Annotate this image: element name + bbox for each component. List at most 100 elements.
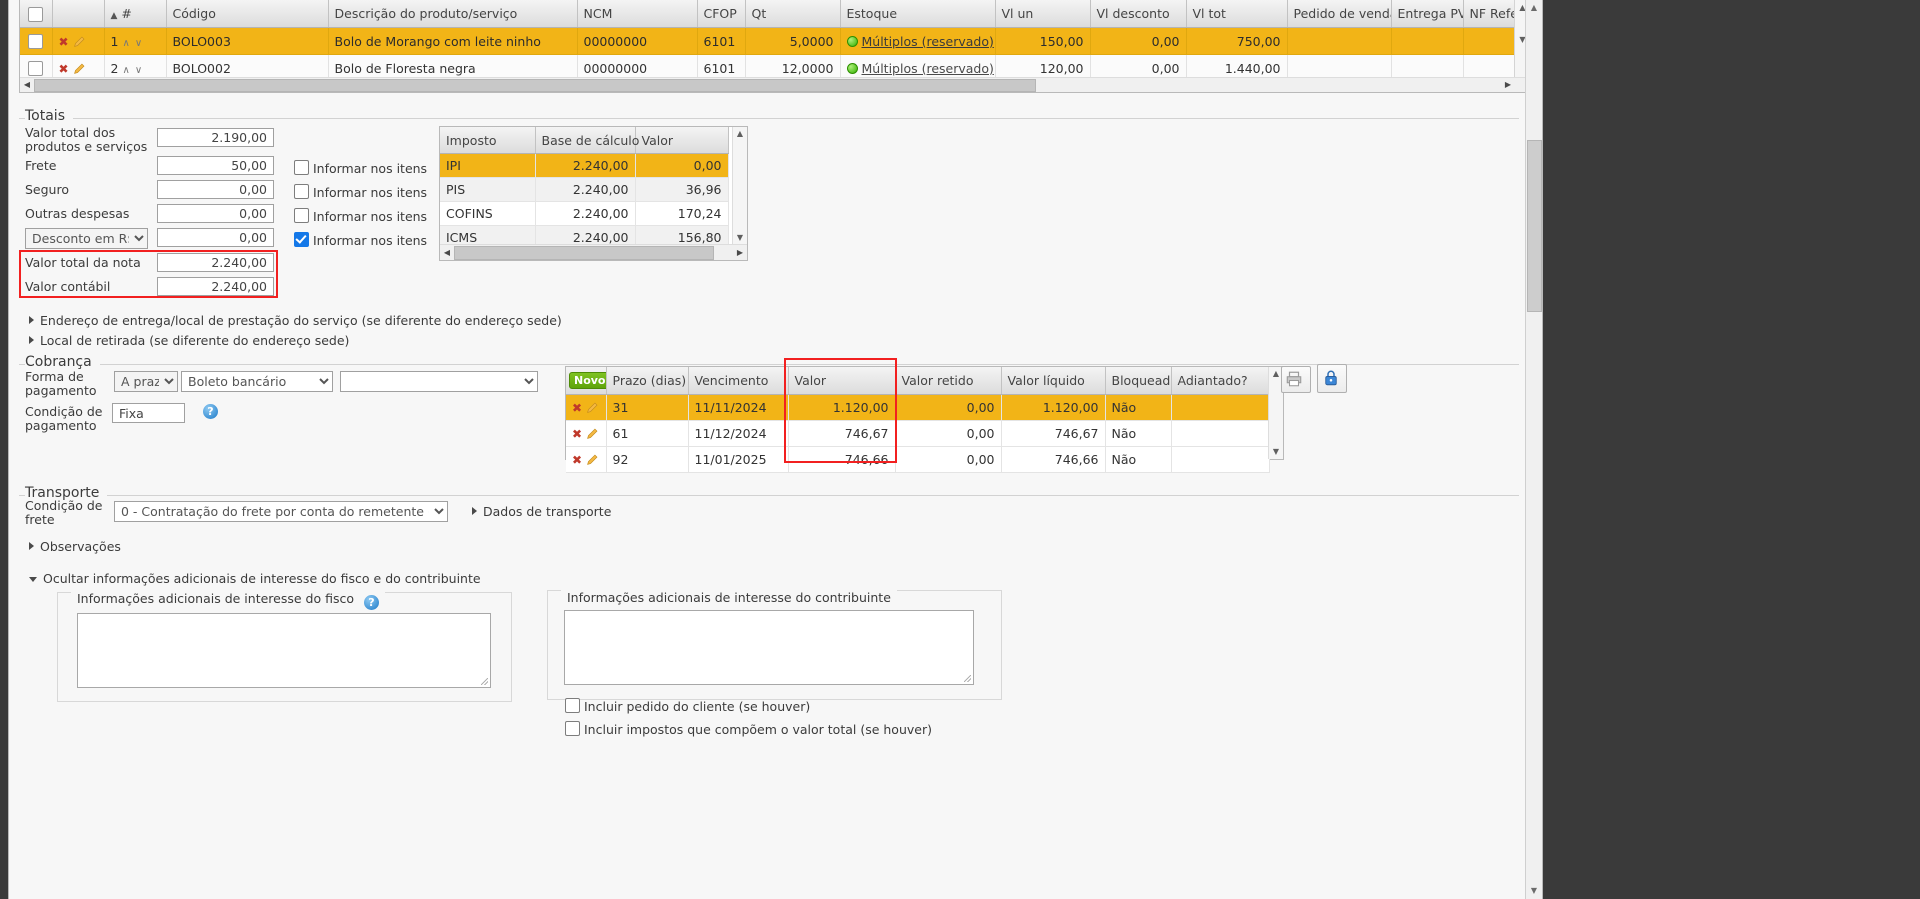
print-button[interactable] (1281, 366, 1311, 393)
row-checkbox[interactable] (28, 34, 44, 49)
valor-total-produtos-input[interactable] (157, 128, 274, 147)
col-codigo[interactable]: Código (166, 0, 329, 28)
scroll-right-icon[interactable]: ▶ (1504, 80, 1512, 89)
collapsible-dados-transporte[interactable]: Dados de transporte (472, 504, 611, 519)
table-row[interactable]: IPI 2.240,00 0,00 (440, 153, 729, 178)
scroll-left-icon[interactable]: ◀ (23, 80, 31, 89)
col-valor-liquido[interactable]: Valor líquido (1001, 367, 1106, 395)
incluir-impostos-row[interactable]: Incluir impostos que compõem o valor tot… (565, 721, 932, 737)
scroll-down-icon[interactable]: ▼ (1526, 883, 1542, 899)
help-icon[interactable]: ? (364, 595, 379, 610)
col-cfop[interactable]: CFOP (697, 0, 746, 28)
desconto-input[interactable] (157, 228, 274, 247)
scroll-up-icon[interactable]: ▲ (736, 129, 744, 138)
edit-pencil-icon[interactable] (586, 401, 599, 414)
col-vl-un[interactable]: Vl un (995, 0, 1091, 28)
collapsible-ocultar-info[interactable]: Ocultar informações adicionais de intere… (29, 571, 481, 586)
collapsible-local-retirada[interactable]: Local de retirada (se diferente do ender… (29, 333, 349, 348)
scroll-up-icon[interactable]: ▲ (1526, 0, 1542, 16)
condicao-frete-select[interactable]: 0 - Contratação do frete por conta do re… (114, 501, 448, 522)
valor-contabil-input[interactable] (157, 277, 274, 296)
lock-button[interactable] (1317, 364, 1347, 393)
page-scroll-thumb[interactable] (1527, 140, 1542, 312)
hscroll-thumb[interactable] (454, 246, 714, 260)
delete-icon[interactable]: ✖ (572, 453, 583, 467)
row-actions-cell[interactable]: ✖ (52, 27, 105, 55)
select-all-checkbox[interactable] (28, 6, 44, 22)
col-vl-tot[interactable]: Vl tot (1186, 0, 1288, 28)
duplicatas-vertical-scrollbar[interactable]: ▲ ▼ (1268, 367, 1283, 459)
delete-icon[interactable]: ✖ (572, 401, 583, 415)
hscroll-thumb[interactable] (34, 79, 1036, 92)
delete-icon[interactable]: ✖ (572, 427, 583, 441)
scroll-up-icon[interactable]: ▲ (1272, 369, 1280, 378)
forma-pagamento-extra-select[interactable] (340, 371, 538, 392)
table-row[interactable]: COFINS 2.240,00 170,24 (440, 201, 729, 226)
table-row[interactable]: ✖ 1 ∧ ∨ BOLO003 Bolo de Morango com leit… (20, 27, 1530, 55)
move-updown-icons[interactable]: ∧ ∨ (122, 64, 144, 76)
col-seq[interactable]: ▲ ▲ ## (104, 0, 167, 28)
table-row[interactable]: ✖ 92 11/01/2025 746,66 0,00 746,66 Não (566, 446, 1270, 473)
novo-button[interactable]: Novo (569, 372, 605, 389)
stock-link[interactable]: Múltiplos (reservado) (861, 60, 994, 76)
move-updown-icons[interactable]: ∧ ∨ (122, 37, 144, 49)
help-icon[interactable]: ? (203, 404, 218, 419)
incluir-impostos-checkbox[interactable] (565, 721, 580, 736)
col-estoque[interactable]: Estoque (840, 0, 996, 28)
col-qt[interactable]: Qt (745, 0, 841, 28)
condicao-pagamento-input[interactable] (112, 403, 185, 423)
frete-input[interactable] (157, 156, 274, 175)
col-valor[interactable]: Valor (788, 367, 896, 395)
col-select-all[interactable] (20, 0, 53, 28)
incluir-pedido-checkbox[interactable] (565, 698, 580, 713)
col-valor[interactable]: Valor (635, 127, 729, 154)
table-row[interactable]: ✖ 31 11/11/2024 1.120,00 0,00 1.120,00 N… (566, 394, 1270, 421)
scroll-left-icon[interactable]: ◀ (443, 248, 451, 257)
col-bloqueado[interactable]: Bloqueado (1105, 367, 1172, 395)
row-actions-cell[interactable]: ✖ (566, 420, 607, 447)
scroll-down-icon[interactable]: ▼ (1272, 447, 1280, 456)
scroll-right-icon[interactable]: ▶ (736, 248, 744, 257)
frete-informar-itens-row[interactable]: Informar nos itens (294, 160, 427, 176)
contribuinte-textarea[interactable] (564, 610, 974, 685)
col-pedido-venda[interactable]: Pedido de venda (1287, 0, 1392, 28)
page-vertical-scrollbar[interactable]: ▲ ▼ (1525, 0, 1542, 899)
outras-despesas-informar-itens-row[interactable]: Informar nos itens (294, 208, 427, 224)
scroll-up-icon[interactable]: ▲ (1519, 3, 1526, 12)
edit-pencil-icon[interactable] (73, 35, 86, 48)
col-valor-retido[interactable]: Valor retido (895, 367, 1002, 395)
impostos-vertical-scrollbar[interactable]: ▲ ▼ (732, 127, 747, 245)
frete-informar-itens-checkbox[interactable] (294, 160, 309, 175)
outras-despesas-input[interactable] (157, 204, 274, 223)
edit-pencil-icon[interactable] (586, 453, 599, 466)
desconto-informar-itens-row[interactable]: Informar nos itens (294, 232, 427, 248)
col-descricao[interactable]: Descrição do produto/serviço (328, 0, 578, 28)
forma-pagamento-meio-select[interactable]: Boleto bancário (181, 371, 333, 392)
scroll-down-icon[interactable]: ▼ (736, 233, 744, 242)
novo-button-cell[interactable]: Novo (566, 367, 607, 395)
desconto-type-select[interactable]: Desconto em R$ (25, 228, 148, 249)
col-ncm[interactable]: NCM (577, 0, 698, 28)
scroll-down-icon[interactable]: ▼ (1519, 35, 1526, 44)
col-adiantado[interactable]: Adiantado? (1171, 367, 1270, 395)
seguro-input[interactable] (157, 180, 274, 199)
col-entrega-pv[interactable]: Entrega PV (1391, 0, 1464, 28)
incluir-pedido-row[interactable]: Incluir pedido do cliente (se houver) (565, 698, 810, 714)
table-row[interactable]: ✖ 61 11/12/2024 746,67 0,00 746,67 Não (566, 420, 1270, 447)
row-actions-cell[interactable]: ✖ (566, 446, 607, 473)
edit-pencil-icon[interactable] (586, 427, 599, 440)
stock-link[interactable]: Múltiplos (reservado) (861, 33, 994, 49)
col-imposto[interactable]: Imposto (440, 127, 536, 154)
collapsible-observacoes[interactable]: Observações (29, 539, 121, 554)
edit-pencil-icon[interactable] (73, 62, 86, 75)
outras-despesas-informar-itens-checkbox[interactable] (294, 208, 309, 223)
col-vencimento[interactable]: Vencimento (688, 367, 789, 395)
row-actions-cell[interactable]: ✖ (566, 394, 607, 421)
col-base-calculo[interactable]: Base de cálculo (535, 127, 639, 154)
row-select-cell[interactable] (20, 27, 53, 55)
collapsible-endereco-entrega[interactable]: Endereço de entrega/local de prestação d… (29, 313, 562, 328)
items-grid-horizontal-scrollbar[interactable]: ◀ ▶ (20, 77, 1530, 92)
forma-pagamento-prazo-select[interactable]: A prazo (114, 371, 178, 392)
row-checkbox[interactable] (28, 61, 44, 76)
seguro-informar-itens-checkbox[interactable] (294, 184, 309, 199)
